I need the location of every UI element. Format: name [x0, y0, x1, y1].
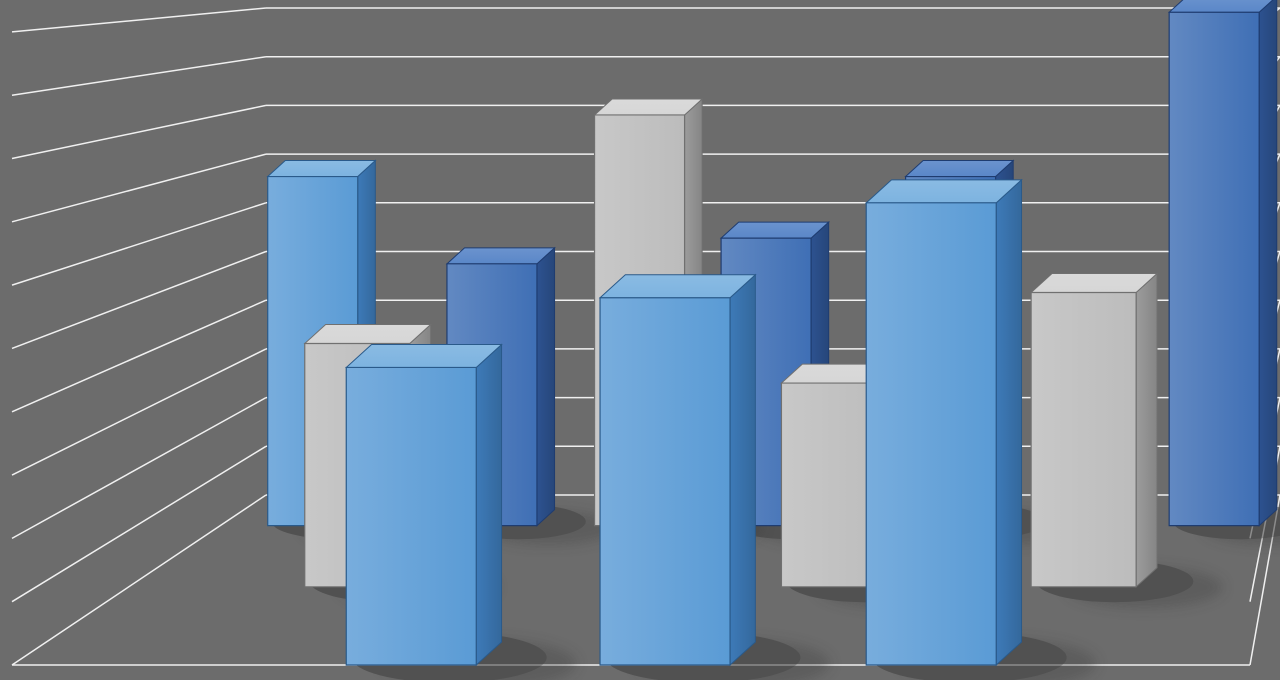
bar [866, 180, 1021, 665]
bar [346, 344, 501, 665]
bar [1169, 0, 1277, 526]
bar [1031, 274, 1157, 587]
bar-chart-3d [0, 0, 1280, 680]
bar [600, 275, 755, 665]
